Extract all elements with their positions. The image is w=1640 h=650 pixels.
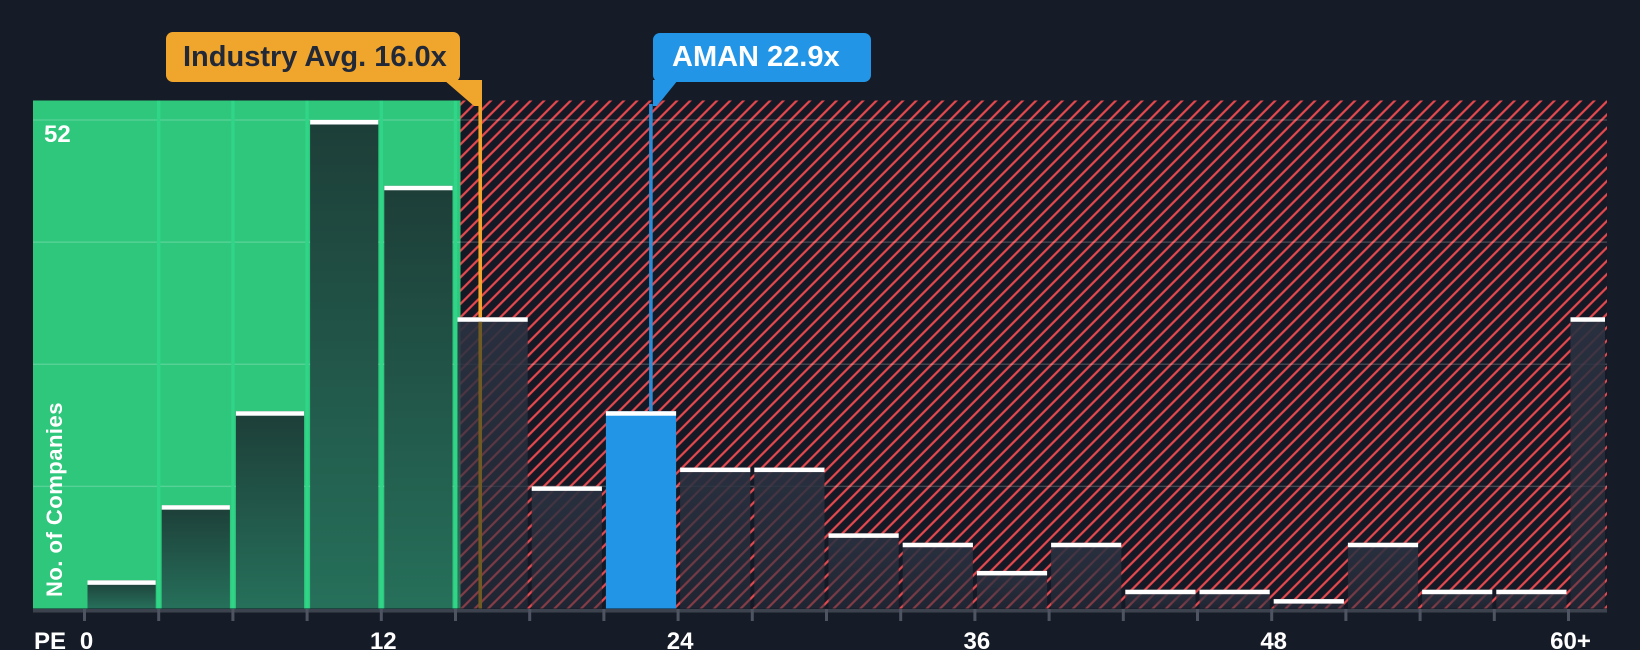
bar-cap (902, 542, 973, 548)
histogram-bar-pe-6-9[interactable] (235, 411, 305, 609)
x-axis-tick (1418, 609, 1422, 621)
bar-cap (1422, 589, 1493, 595)
green-bin-gridline (231, 100, 235, 609)
histogram-bar-pe-42-45[interactable] (1125, 589, 1196, 609)
x-axis-tick (453, 609, 457, 621)
bar-cap (235, 411, 305, 416)
x-axis-tick (1344, 609, 1348, 621)
bar-cap (87, 580, 156, 585)
x-tick-label-24: 24 (666, 628, 694, 650)
green-bin-gridline (379, 100, 384, 609)
x-axis-tick (1566, 609, 1570, 621)
green-bin-gridline (453, 100, 458, 609)
x-axis-tick (379, 609, 383, 621)
x-tick-label-12: 12 (369, 628, 397, 650)
histogram-bar-pe-45-48[interactable] (1199, 589, 1270, 609)
histogram-bar-pe-0-3[interactable] (87, 580, 156, 609)
histogram-bar-pe-51-54[interactable] (1347, 542, 1419, 609)
bar-cap (457, 317, 528, 322)
bar-cap (1051, 542, 1122, 548)
x-axis-tick (83, 609, 86, 621)
x-tick-label-60+: 60+ (1550, 628, 1591, 650)
histogram-bar-pe-33-36[interactable] (902, 542, 973, 609)
histogram-bar-pe-30-33[interactable] (828, 533, 899, 609)
x-axis-tick (528, 609, 532, 621)
x-axis-tick (602, 609, 606, 621)
x-tick-label-48: 48 (1260, 628, 1288, 650)
y-gridline (33, 241, 1607, 243)
x-axis-tick (1195, 609, 1199, 621)
histogram-bar-pe-24-27[interactable] (680, 467, 751, 609)
bar-cap (1347, 542, 1419, 548)
histogram-bar-pe-57-60[interactable] (1496, 589, 1567, 609)
industry-avg-callout: Industry Avg. 16.0x (166, 32, 460, 82)
histogram-bar-pe-3-6[interactable] (161, 505, 230, 609)
bar-cap (161, 505, 230, 510)
bar-cap (1570, 317, 1605, 322)
bar-cap (1496, 589, 1567, 595)
x-axis-tick (157, 609, 161, 621)
bar-cap (828, 533, 899, 538)
bar-cap (680, 467, 751, 473)
bar-cap (754, 467, 825, 473)
y-gridline (33, 119, 1607, 121)
histogram-bar-pe-27-30[interactable] (754, 467, 825, 609)
histogram-bar-pe-54-57[interactable] (1422, 589, 1493, 609)
histogram-bar-pe-21-24[interactable] (605, 411, 677, 609)
bar-cap (1273, 599, 1344, 604)
histogram-bar-pe-18-21[interactable] (531, 486, 602, 609)
x-axis-tick (676, 609, 680, 621)
y-gridline (33, 363, 1607, 365)
bar-cap (605, 411, 677, 416)
x-axis-tick (1047, 609, 1051, 621)
y-axis-title: No. of Companies (42, 401, 67, 597)
x-axis-tick (231, 609, 235, 621)
industry-avg-line (478, 104, 483, 318)
x-axis-tick (1270, 609, 1274, 621)
x-axis-tick (750, 609, 754, 621)
x-axis-title: PE (34, 628, 67, 650)
x-axis-tick (305, 609, 309, 621)
company-label: AMAN 22.9x (672, 41, 840, 73)
histogram-bar-pe-60+[interactable] (1570, 317, 1605, 609)
x-tick-label-36: 36 (963, 628, 991, 650)
histogram-bar-pe-15-18[interactable] (457, 317, 528, 609)
bar-cap (310, 120, 379, 125)
company-line (649, 104, 653, 412)
x-axis-tick (1121, 609, 1125, 621)
histogram-bar-pe-36-39[interactable] (976, 570, 1048, 609)
x-axis-tick (1492, 609, 1496, 621)
bar-cap (976, 570, 1048, 576)
industry-avg-line-dim (478, 321, 483, 609)
green-bin-gridline (305, 100, 309, 609)
x-axis-strip (33, 609, 1607, 613)
company-callout: AMAN 22.9x (653, 33, 871, 82)
green-bin-gridline (156, 100, 161, 609)
y-max-count-label: 52 (44, 121, 71, 148)
x-axis-tick (824, 609, 828, 621)
industry-avg-label: Industry Avg. 16.0x (183, 40, 447, 73)
bar-cap (384, 185, 453, 191)
histogram-bar-pe-39-42[interactable] (1051, 542, 1122, 609)
bar-cap (1125, 589, 1196, 595)
histogram-bar-pe-12-15[interactable] (384, 185, 453, 609)
histogram-bar-pe-9-12[interactable] (310, 120, 379, 609)
x-axis-tick (973, 609, 977, 621)
bar-cap (531, 486, 602, 491)
histogram-bar-pe-48-51[interactable] (1273, 599, 1344, 609)
x-tick-label-0: 0 (79, 628, 94, 650)
bar-cap (1199, 589, 1270, 595)
x-axis-tick (899, 609, 903, 621)
